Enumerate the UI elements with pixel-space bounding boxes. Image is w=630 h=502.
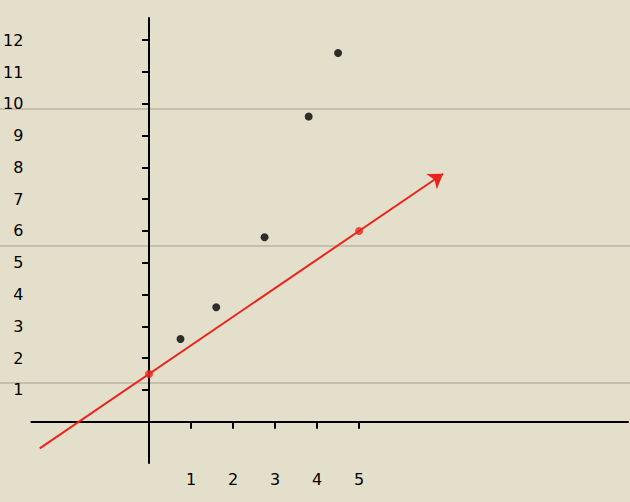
svg-text:3: 3: [13, 317, 23, 336]
svg-text:12: 12: [3, 31, 23, 50]
svg-text:2: 2: [228, 470, 238, 489]
svg-text:6: 6: [13, 221, 23, 240]
svg-text:3: 3: [270, 470, 280, 489]
svg-text:5: 5: [13, 253, 23, 272]
svg-text:7: 7: [13, 190, 23, 209]
svg-text:1: 1: [13, 380, 23, 399]
svg-text:8: 8: [13, 158, 23, 177]
svg-text:10: 10: [3, 94, 23, 113]
svg-text:4: 4: [13, 285, 23, 304]
svg-text:9: 9: [13, 126, 23, 145]
svg-text:1: 1: [186, 470, 196, 489]
svg-text:5: 5: [354, 470, 364, 489]
svg-text:2: 2: [13, 349, 23, 368]
svg-text:4: 4: [312, 470, 322, 489]
svg-text:11: 11: [3, 63, 23, 82]
